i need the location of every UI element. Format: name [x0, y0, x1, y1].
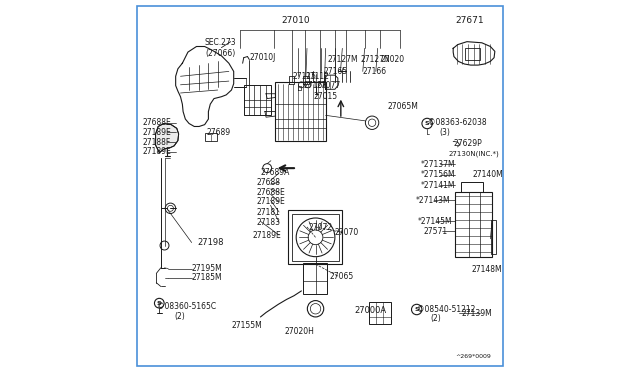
Text: 27010J: 27010J	[250, 53, 276, 62]
Text: *27137M: *27137M	[421, 160, 456, 169]
Text: S: S	[415, 307, 419, 312]
Text: 27127N: 27127N	[361, 55, 390, 64]
Text: 27688: 27688	[256, 178, 280, 187]
Text: (2): (2)	[174, 312, 185, 321]
Text: 27072: 27072	[308, 223, 332, 232]
Text: SEC.273: SEC.273	[205, 38, 237, 47]
Polygon shape	[156, 124, 179, 153]
Text: (3): (3)	[440, 128, 451, 137]
Text: 27140M: 27140M	[472, 170, 503, 179]
Text: (2): (2)	[431, 314, 442, 323]
Bar	[275, 82, 326, 141]
Text: 27139M: 27139M	[461, 309, 492, 318]
Text: ©08540-51212: ©08540-51212	[417, 305, 476, 314]
Text: 27688E: 27688E	[256, 188, 285, 197]
Text: ^269*0009: ^269*0009	[455, 354, 491, 359]
Text: 27189E: 27189E	[256, 198, 285, 206]
Text: 27010: 27010	[282, 16, 310, 25]
Text: 27189E: 27189E	[252, 231, 281, 240]
Text: ©08363-62038: ©08363-62038	[428, 118, 486, 127]
Text: 27165: 27165	[324, 67, 348, 76]
Text: 27689: 27689	[207, 128, 231, 137]
Text: 27689A: 27689A	[260, 169, 290, 177]
Text: 27115: 27115	[292, 72, 316, 81]
Bar	[369, 302, 390, 324]
Text: 27020H: 27020H	[284, 327, 314, 336]
Text: S: S	[157, 301, 162, 306]
Bar	[205, 133, 216, 141]
Bar	[454, 192, 492, 257]
Bar	[244, 85, 271, 115]
Text: 27127M: 27127M	[328, 55, 358, 64]
Text: S: S	[425, 121, 429, 126]
Text: (27066): (27066)	[205, 49, 236, 58]
Text: 27077: 27077	[316, 81, 340, 90]
Bar	[461, 182, 483, 192]
Text: 27168: 27168	[303, 81, 327, 90]
Text: *27156M: *27156M	[421, 170, 456, 179]
Text: 27015: 27015	[314, 92, 338, 101]
Text: 27065: 27065	[330, 272, 353, 281]
Text: *27141M: *27141M	[421, 181, 456, 190]
Text: *27143M: *27143M	[415, 196, 450, 205]
Text: 27189E: 27189E	[142, 147, 171, 156]
Text: 27571: 27571	[424, 227, 447, 236]
Bar	[303, 263, 328, 294]
Text: 27688E: 27688E	[142, 118, 171, 127]
Text: 27185M: 27185M	[191, 273, 222, 282]
Text: 27070: 27070	[335, 228, 359, 237]
Text: 27000A: 27000A	[354, 306, 387, 315]
Bar	[292, 214, 339, 261]
Text: 27020: 27020	[381, 55, 404, 64]
Bar	[289, 210, 342, 264]
Text: 27629P: 27629P	[454, 139, 483, 148]
Text: 27112: 27112	[306, 72, 330, 81]
Text: 27130N(INC.*): 27130N(INC.*)	[449, 150, 499, 157]
Bar	[465, 48, 480, 60]
Text: 27181: 27181	[256, 208, 280, 217]
Text: 27198: 27198	[197, 238, 224, 247]
Text: 27188F: 27188F	[142, 138, 170, 147]
Text: 27065M: 27065M	[388, 102, 419, 110]
Text: 27671: 27671	[456, 16, 484, 25]
Bar	[491, 220, 495, 254]
Text: *27145M: *27145M	[417, 217, 452, 226]
Text: 27189E: 27189E	[142, 128, 171, 137]
Text: 27183: 27183	[256, 218, 280, 227]
Text: ©08360-5165C: ©08360-5165C	[157, 302, 216, 311]
Text: 27166: 27166	[362, 67, 387, 76]
Text: 27148M: 27148M	[472, 265, 502, 274]
Text: 27155M: 27155M	[232, 321, 262, 330]
Text: 27195M: 27195M	[191, 264, 223, 273]
